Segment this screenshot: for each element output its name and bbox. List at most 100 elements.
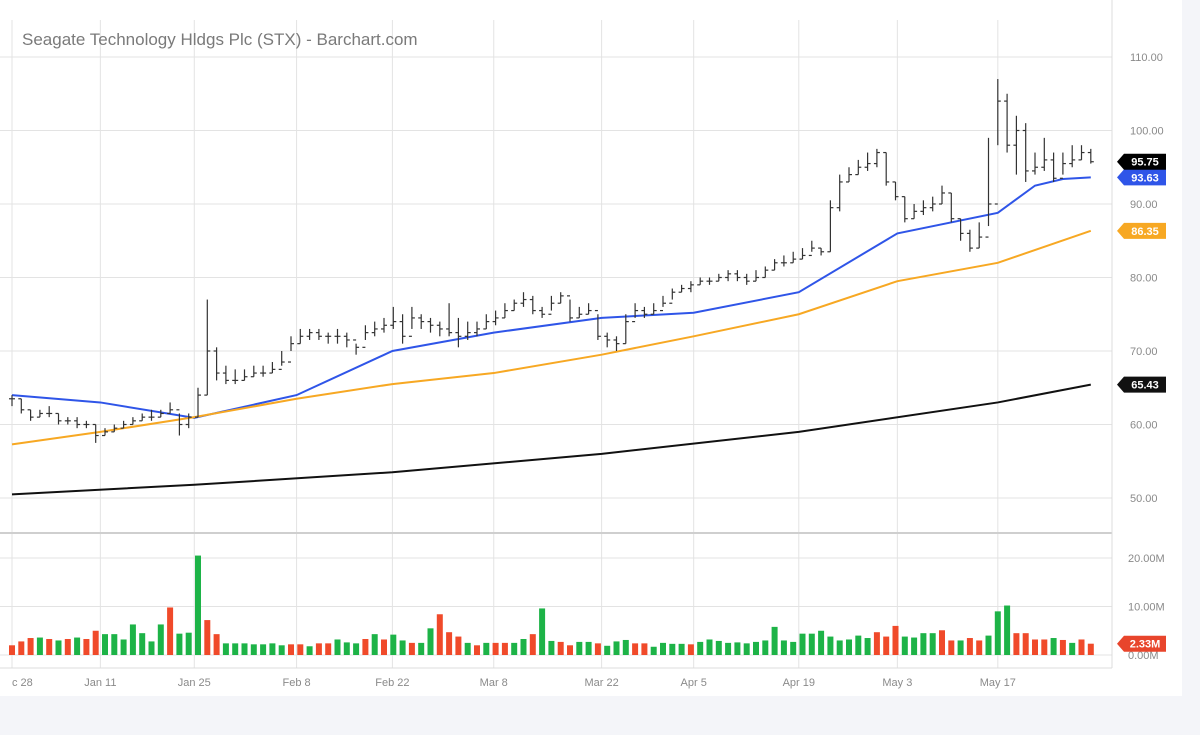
price-bar bbox=[501, 303, 508, 319]
volume-bar bbox=[1087, 643, 1094, 655]
price-bar bbox=[1069, 145, 1076, 168]
price-bar bbox=[306, 328, 313, 340]
price-bar bbox=[539, 306, 546, 318]
price-bar bbox=[46, 406, 53, 418]
price-bar bbox=[1004, 93, 1011, 153]
volume-bar bbox=[697, 641, 704, 655]
svg-text:2.33M: 2.33M bbox=[1130, 639, 1161, 651]
volume-bar bbox=[762, 640, 769, 655]
price-bar bbox=[418, 314, 425, 329]
price-bar bbox=[334, 328, 341, 344]
volume-bar bbox=[808, 633, 815, 655]
price-bar bbox=[464, 321, 471, 340]
volume-bar bbox=[557, 641, 564, 655]
price-bar bbox=[222, 365, 229, 385]
volume-bar bbox=[687, 644, 694, 655]
volume-bar bbox=[725, 642, 732, 655]
volume-bar bbox=[27, 638, 34, 655]
price-bar bbox=[353, 339, 360, 355]
price-bar bbox=[390, 306, 397, 329]
price-bar bbox=[883, 151, 890, 186]
volume-bar bbox=[176, 633, 183, 655]
svg-text:93.63: 93.63 bbox=[1131, 172, 1159, 184]
volume-bar bbox=[585, 641, 592, 655]
volume-bar bbox=[111, 634, 118, 655]
price-bar bbox=[27, 409, 34, 421]
price-bar bbox=[381, 317, 387, 333]
price-bars bbox=[9, 79, 1094, 443]
price-bar bbox=[622, 314, 629, 345]
price-bar bbox=[753, 270, 759, 282]
volume-bar bbox=[325, 643, 332, 655]
price-bar bbox=[827, 200, 834, 253]
volume-bar bbox=[827, 636, 834, 655]
volume-bar bbox=[241, 643, 248, 655]
volume-bar bbox=[185, 632, 192, 655]
volume-bars bbox=[9, 555, 1094, 655]
volume-bar bbox=[855, 635, 862, 655]
price-bar bbox=[1022, 123, 1029, 182]
volume-bar bbox=[818, 630, 825, 655]
stock-chart[interactable]: Seagate Technology Hldgs Plc (STX) - Bar… bbox=[0, 0, 1182, 696]
price-bar bbox=[901, 196, 908, 223]
volume-bar bbox=[353, 643, 360, 655]
price-bar bbox=[762, 266, 769, 279]
price-bar bbox=[855, 159, 862, 176]
price-bar bbox=[632, 303, 639, 323]
price-bar bbox=[278, 351, 285, 370]
price-bar bbox=[594, 309, 601, 340]
volume-bar bbox=[288, 644, 294, 655]
price-bar bbox=[269, 362, 276, 374]
price-bar bbox=[1087, 148, 1094, 164]
volume-bar bbox=[957, 640, 964, 655]
price-bar bbox=[678, 284, 685, 293]
volume-bar bbox=[948, 640, 955, 655]
price-bar bbox=[780, 255, 787, 267]
price-bar bbox=[83, 420, 90, 429]
price-bar bbox=[1059, 152, 1066, 179]
volume-tick-label: 0.00M bbox=[1128, 650, 1159, 662]
price-bar bbox=[483, 314, 490, 330]
price-bar bbox=[9, 395, 15, 407]
volume-bar bbox=[269, 643, 276, 655]
moving-average-line bbox=[11, 383, 1091, 496]
volume-tick-label: 20.00M bbox=[1128, 553, 1165, 565]
volume-bar bbox=[501, 642, 508, 655]
volume-bar bbox=[18, 641, 25, 655]
price-bar bbox=[985, 137, 992, 238]
volume-bar bbox=[83, 638, 90, 655]
price-bar bbox=[966, 229, 973, 252]
price-bar bbox=[1013, 115, 1020, 175]
volume-bar bbox=[436, 614, 443, 655]
price-bar bbox=[399, 314, 406, 344]
value-tags: 93.63 86.35 65.43 95.75 2.33M bbox=[1117, 153, 1166, 652]
price-bar bbox=[213, 347, 220, 381]
price-bar bbox=[241, 369, 248, 381]
volume-bar bbox=[632, 643, 639, 655]
volume-bar bbox=[390, 634, 397, 655]
volume-bar bbox=[167, 607, 174, 655]
price-bar bbox=[185, 413, 192, 429]
price-bar bbox=[1078, 145, 1085, 161]
price-bar bbox=[808, 240, 815, 257]
price-bar bbox=[436, 321, 443, 337]
price-bar bbox=[790, 251, 797, 264]
price-bar bbox=[139, 413, 146, 422]
volume-bar bbox=[734, 642, 741, 655]
svg-text:95.75: 95.75 bbox=[1131, 157, 1159, 169]
volume-bar bbox=[120, 639, 127, 655]
volume-bar bbox=[1004, 605, 1011, 655]
price-bar bbox=[567, 295, 573, 322]
price-tick-label: 50.00 bbox=[1130, 493, 1158, 505]
price-bar bbox=[641, 306, 648, 318]
volume-bar bbox=[148, 641, 155, 655]
price-bar bbox=[687, 281, 694, 293]
volume-bar bbox=[74, 637, 81, 655]
volume-bar bbox=[129, 624, 136, 655]
price-bar bbox=[408, 306, 415, 337]
date-tick-label: Apr 5 bbox=[681, 677, 707, 689]
price-bar bbox=[520, 292, 527, 307]
volume-bar bbox=[743, 643, 750, 655]
volume-bar bbox=[771, 626, 778, 655]
price-bar bbox=[297, 328, 304, 345]
